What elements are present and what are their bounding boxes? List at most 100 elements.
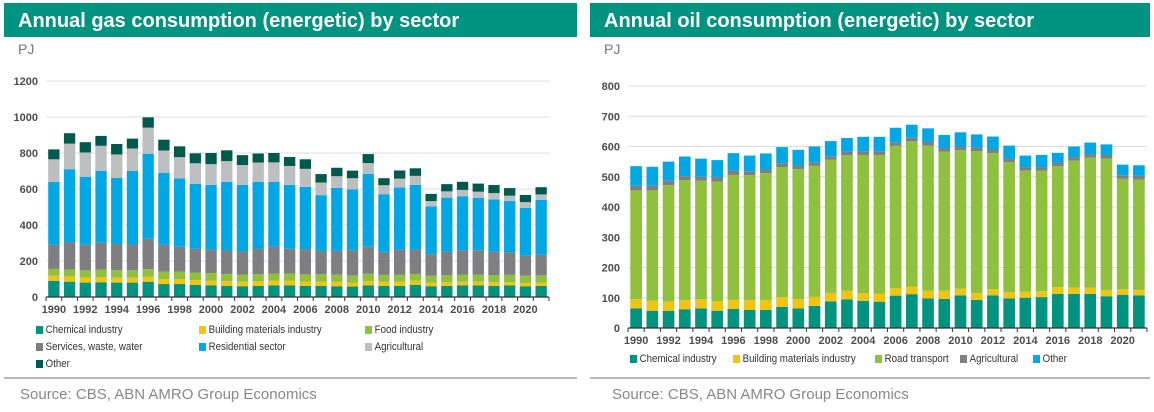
gas-bar-segment-agricultural	[236, 165, 249, 185]
gas-bar-2014	[425, 193, 437, 297]
oil-bar-segment-chemical-industry	[987, 295, 999, 328]
gas-bar-segment-chemical-industry	[409, 284, 422, 297]
gas-divider	[4, 377, 577, 379]
gas-bar-segment-chemical-industry	[111, 282, 123, 297]
gas-bar-segment-other	[409, 168, 422, 176]
gas-bar-segment-food-industry	[236, 274, 249, 282]
gas-x-tick-label: 1990	[42, 304, 66, 316]
gas-bar-segment-other	[79, 142, 91, 153]
gas-bar-segment-other	[95, 135, 107, 146]
oil-x-tick-label: 2000	[786, 335, 810, 347]
gas-bar-segment-food-industry	[221, 273, 233, 282]
oil-bar-segment-building-materials-industry	[1035, 291, 1048, 298]
gas-bar-1996	[142, 117, 154, 297]
gas-x-tick-label: 2006	[293, 304, 317, 316]
oil-bar-segment-agricultural	[970, 147, 983, 152]
gas-chart: 0 200 400 600 800 1000 1200 1990 1992 1994 1996 199…	[14, 76, 550, 316]
gas-bar-segment-services-waste-water	[111, 244, 123, 271]
oil-bar-segment-chemical-industry	[678, 309, 691, 328]
oil-bar-1998	[760, 153, 772, 328]
oil-bar-segment-building-materials-industry	[905, 286, 918, 295]
gas-bar-segment-agricultural	[111, 154, 123, 178]
gas-bar-segment-building-materials-industry	[79, 277, 91, 283]
oil-bar-segment-agricultural	[922, 141, 934, 146]
gas-bar-2004	[268, 153, 280, 297]
oil-y-tick-label: 700	[602, 111, 620, 123]
oil-bar-segment-agricultural	[889, 142, 902, 146]
oil-bar-2010	[954, 132, 967, 328]
oil-bar-segment-chemical-industry	[695, 308, 707, 328]
oil-bar-2002	[824, 141, 837, 328]
gas-bar-segment-residential-sector	[111, 177, 123, 245]
gas-bar-segment-food-industry	[48, 268, 60, 276]
oil-bar-segment-other	[760, 153, 772, 170]
oil-bar-segment-road-transport	[760, 173, 772, 301]
gas-bar-segment-food-industry	[472, 274, 484, 282]
gas-bar-segment-residential-sector	[362, 173, 374, 247]
oil-bar-segment-road-transport	[954, 150, 967, 289]
gas-bar-segment-agricultural	[425, 201, 437, 207]
gas-bar-segment-agricultural	[205, 164, 217, 185]
gas-bar-segment-other	[346, 170, 359, 179]
gas-bar-segment-building-materials-industry	[221, 281, 233, 286]
gas-bar-segment-food-industry	[425, 275, 437, 283]
gas-bar-segment-chemical-industry	[268, 285, 280, 297]
oil-bar-segment-road-transport	[889, 145, 902, 289]
oil-bar-segment-building-materials-industry	[695, 299, 707, 309]
gas-x-tick-label: 2016	[450, 304, 474, 316]
gas-bar-segment-services-waste-water	[236, 251, 249, 275]
oil-y-tick-label: 400	[602, 202, 620, 214]
gas-bar-segment-services-waste-water	[221, 250, 233, 274]
gas-bar-segment-building-materials-industry	[158, 279, 170, 285]
gas-bar-1997	[158, 139, 170, 297]
gas-bar-segment-other	[378, 178, 390, 186]
oil-legend-swatch	[630, 355, 638, 363]
gas-legend-label: Chemical industry	[45, 324, 123, 336]
gas-y-unit-label: PJ	[18, 41, 35, 57]
oil-x-tick-label: 2008	[916, 335, 940, 347]
gas-legend-label: Services, waste, water	[45, 341, 143, 353]
oil-legend-item-chemical-industry: Chemical industry	[630, 353, 717, 365]
oil-bar-segment-other	[1019, 155, 1032, 168]
oil-bar-segment-road-transport	[808, 165, 821, 297]
oil-bar-segment-road-transport	[824, 159, 837, 293]
gas-bar-2012	[394, 170, 406, 297]
gas-legend-swatch	[36, 343, 44, 351]
oil-bar-segment-chemical-industry	[1003, 298, 1015, 328]
oil-bar-segment-other	[711, 160, 724, 178]
gas-bar-2000	[205, 153, 217, 297]
gas-legend-swatch	[36, 326, 44, 334]
oil-bar-segment-agricultural	[1051, 162, 1064, 167]
gas-x-tick-label: 1992	[73, 304, 97, 316]
oil-bar-2012	[987, 136, 999, 328]
oil-x-tick-label: 2018	[1078, 335, 1102, 347]
gas-bar-segment-chemical-industry	[63, 281, 76, 297]
gas-bar-segment-building-materials-industry	[362, 280, 374, 286]
gas-bar-segment-other	[221, 150, 233, 162]
gas-legend-label: Agricultural	[374, 341, 424, 353]
gas-bar-segment-residential-sector	[79, 176, 91, 245]
oil-bar-segment-building-materials-industry	[743, 300, 756, 310]
gas-legend-item-other: Other	[36, 358, 70, 370]
oil-bar-segment-chemical-industry	[662, 310, 675, 328]
oil-bar-segment-agricultural	[678, 176, 691, 181]
gas-bar-segment-building-materials-industry	[488, 282, 500, 286]
oil-bar-segment-other	[678, 156, 691, 177]
gas-bar-segment-services-waste-water	[362, 246, 374, 274]
oil-bar-segment-road-transport	[1003, 162, 1015, 293]
gas-bar-segment-building-materials-industry	[236, 281, 249, 287]
gas-legend-item-residential-sector: Residential sector	[199, 341, 286, 353]
gas-bar-segment-agricultural	[158, 150, 170, 173]
oil-bar-segment-agricultural	[646, 185, 659, 191]
oil-chart: 0 100 200 300 400 500 600 700 800 1990 1992 1994 199…	[602, 81, 1148, 347]
gas-bar-segment-chemical-industry	[79, 282, 91, 297]
gas-bar-segment-chemical-industry	[519, 286, 532, 297]
gas-bar-segment-agricultural	[346, 178, 359, 190]
gas-bar-segment-other	[441, 184, 453, 192]
gas-bar-segment-food-industry	[519, 275, 532, 283]
gas-bar-segment-residential-sector	[48, 181, 60, 245]
oil-bar-segment-chemical-industry	[760, 309, 772, 328]
gas-bar-segment-agricultural	[95, 145, 107, 171]
oil-bar-segment-road-transport	[776, 167, 788, 298]
gas-bar-segment-residential-sector	[205, 184, 217, 250]
